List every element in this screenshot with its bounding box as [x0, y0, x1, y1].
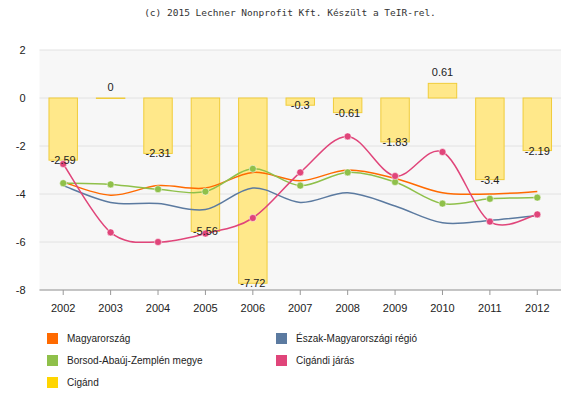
- marker: [297, 169, 304, 176]
- bar: [49, 98, 77, 160]
- marker: [344, 133, 351, 140]
- chart-svg: (c) 2015 Lechner Nonprofit Kft. Készült …: [0, 0, 580, 400]
- x-tick: [205, 290, 206, 295]
- data-label: -2.19: [525, 145, 550, 157]
- data-label: -0.3: [291, 99, 310, 111]
- marks: [49, 83, 552, 283]
- marker: [439, 200, 446, 207]
- line: [63, 186, 537, 224]
- marker: [439, 149, 446, 156]
- x-tick-label: 2007: [288, 302, 312, 314]
- legend-swatch: [276, 333, 287, 344]
- data-label: -0.61: [335, 107, 360, 119]
- marker: [249, 215, 256, 222]
- legend-swatch: [276, 355, 287, 366]
- x-tick: [442, 290, 443, 295]
- marker: [486, 218, 493, 225]
- x-tick-label: 2003: [98, 302, 122, 314]
- marker: [202, 188, 209, 195]
- marker: [344, 169, 351, 176]
- bar: [191, 98, 219, 231]
- legend: Magyarország Észak-Magyarországi régió Bor…: [47, 332, 418, 388]
- y-tick-label: -2: [16, 140, 26, 152]
- legend-label: Magyarország: [67, 333, 130, 344]
- bar: [144, 98, 172, 153]
- x-tick-label: 2004: [146, 302, 170, 314]
- x-tick-label: 2012: [525, 302, 549, 314]
- marker: [392, 173, 399, 180]
- marker: [155, 239, 162, 246]
- data-label: -5.56: [193, 225, 218, 237]
- data-labels: -2.59 0 -2.31 -5.56 -7.72 -0.3 -0.61 -1.83 0.61 -…: [51, 66, 550, 289]
- x-tick-label: 2011: [478, 302, 502, 314]
- y-tick-label: 2: [19, 44, 25, 56]
- grid-line: [40, 50, 562, 51]
- x-tick-label: 2002: [51, 302, 75, 314]
- marker: [60, 180, 67, 187]
- legend-swatch: [47, 333, 58, 344]
- marker: [486, 195, 493, 202]
- x-tick-label: 2005: [193, 302, 217, 314]
- data-label: -7.72: [240, 277, 265, 289]
- x-tick: [63, 290, 64, 295]
- legend-label: Cigándi járás: [296, 355, 354, 366]
- marker: [534, 194, 541, 201]
- x-tick: [252, 290, 253, 295]
- x-tick: [158, 290, 159, 295]
- x-tick: [110, 290, 111, 295]
- data-label: -2.31: [145, 147, 170, 159]
- bar: [523, 98, 551, 151]
- data-label: -3.4: [480, 174, 499, 186]
- x-tick: [395, 290, 396, 295]
- marker: [155, 186, 162, 193]
- chart-container: (c) 2015 Lechner Nonprofit Kft. Készült …: [0, 0, 580, 400]
- bar: [476, 98, 504, 180]
- bar: [96, 98, 124, 100]
- legend-swatch: [47, 377, 58, 388]
- marker: [297, 182, 304, 189]
- legend-label: Észak-Magyarországi régió: [296, 332, 418, 344]
- data-label: 0: [108, 81, 114, 93]
- y-tick-label: -6: [16, 236, 26, 248]
- legend-label: Cigánd: [67, 377, 99, 388]
- marker: [249, 165, 256, 172]
- y-tick-label: 0: [19, 92, 25, 104]
- x-tick: [347, 290, 348, 295]
- legend-label: Borsod-Abaúj-Zemplén megye: [67, 355, 203, 366]
- plot-background: [40, 50, 562, 290]
- x-tick-label: 2010: [430, 302, 454, 314]
- bar: [428, 83, 456, 98]
- data-label: 0.61: [432, 66, 453, 78]
- marker: [107, 229, 114, 236]
- data-label: -1.83: [383, 136, 408, 148]
- marker: [534, 211, 541, 218]
- line: [63, 136, 537, 242]
- title: (c) 2015 Lechner Nonprofit Kft. Készült …: [144, 7, 436, 18]
- y-tick-label: -4: [16, 188, 26, 200]
- x-tick: [489, 290, 490, 295]
- x-tick-label: 2006: [241, 302, 265, 314]
- x-tick-label: 2008: [335, 302, 359, 314]
- x-tick-label: 2009: [383, 302, 407, 314]
- legend-swatch: [47, 355, 58, 366]
- x-tick: [537, 290, 538, 295]
- marker: [107, 181, 114, 188]
- y-tick-label: -8: [16, 284, 26, 296]
- grid-line: [40, 242, 562, 243]
- x-tick: [300, 290, 301, 295]
- data-label: -2.59: [51, 154, 76, 166]
